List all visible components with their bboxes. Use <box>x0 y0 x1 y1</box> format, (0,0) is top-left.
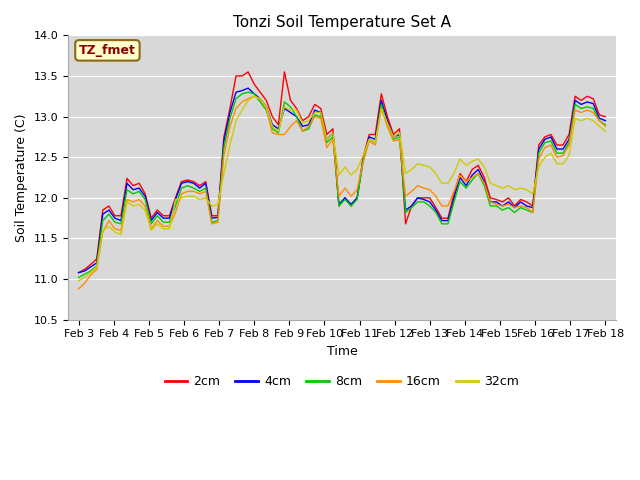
4cm <box>87 264 95 270</box>
8cm <box>341 197 349 203</box>
32cm <box>220 170 228 176</box>
32cm <box>75 278 83 284</box>
Line: 4cm: 4cm <box>79 88 605 273</box>
2cm <box>75 270 83 276</box>
Legend: 2cm, 4cm, 8cm, 16cm, 32cm: 2cm, 4cm, 8cm, 16cm, 32cm <box>159 370 524 393</box>
Text: TZ_fmet: TZ_fmet <box>79 44 136 57</box>
2cm <box>220 134 228 140</box>
8cm <box>226 115 234 121</box>
16cm <box>220 153 228 158</box>
Line: 8cm: 8cm <box>79 92 605 277</box>
2cm <box>390 132 397 137</box>
16cm <box>75 286 83 292</box>
8cm <box>244 89 252 95</box>
8cm <box>220 144 228 150</box>
2cm <box>602 114 609 120</box>
32cm <box>250 94 258 99</box>
16cm <box>572 107 579 113</box>
16cm <box>87 272 95 278</box>
32cm <box>602 128 609 134</box>
Line: 32cm: 32cm <box>79 96 605 281</box>
4cm <box>244 85 252 91</box>
4cm <box>220 138 228 144</box>
2cm <box>572 94 579 99</box>
16cm <box>602 123 609 129</box>
2cm <box>244 69 252 75</box>
16cm <box>341 185 349 191</box>
2cm <box>341 195 349 201</box>
Line: 16cm: 16cm <box>79 96 605 289</box>
4cm <box>390 134 397 140</box>
2cm <box>87 262 95 267</box>
X-axis label: Time: Time <box>326 345 357 358</box>
8cm <box>87 268 95 274</box>
32cm <box>226 142 234 148</box>
Y-axis label: Soil Temperature (C): Soil Temperature (C) <box>15 113 28 242</box>
16cm <box>390 138 397 144</box>
Title: Tonzi Soil Temperature Set A: Tonzi Soil Temperature Set A <box>233 15 451 30</box>
4cm <box>226 109 234 115</box>
8cm <box>75 275 83 280</box>
32cm <box>572 115 579 121</box>
4cm <box>341 195 349 201</box>
Line: 2cm: 2cm <box>79 72 605 273</box>
8cm <box>602 122 609 128</box>
32cm <box>390 134 397 140</box>
8cm <box>572 102 579 108</box>
4cm <box>572 97 579 103</box>
32cm <box>87 270 95 276</box>
4cm <box>75 270 83 276</box>
32cm <box>341 164 349 170</box>
2cm <box>226 106 234 111</box>
8cm <box>390 136 397 142</box>
16cm <box>250 94 258 99</box>
4cm <box>602 118 609 123</box>
16cm <box>226 123 234 129</box>
